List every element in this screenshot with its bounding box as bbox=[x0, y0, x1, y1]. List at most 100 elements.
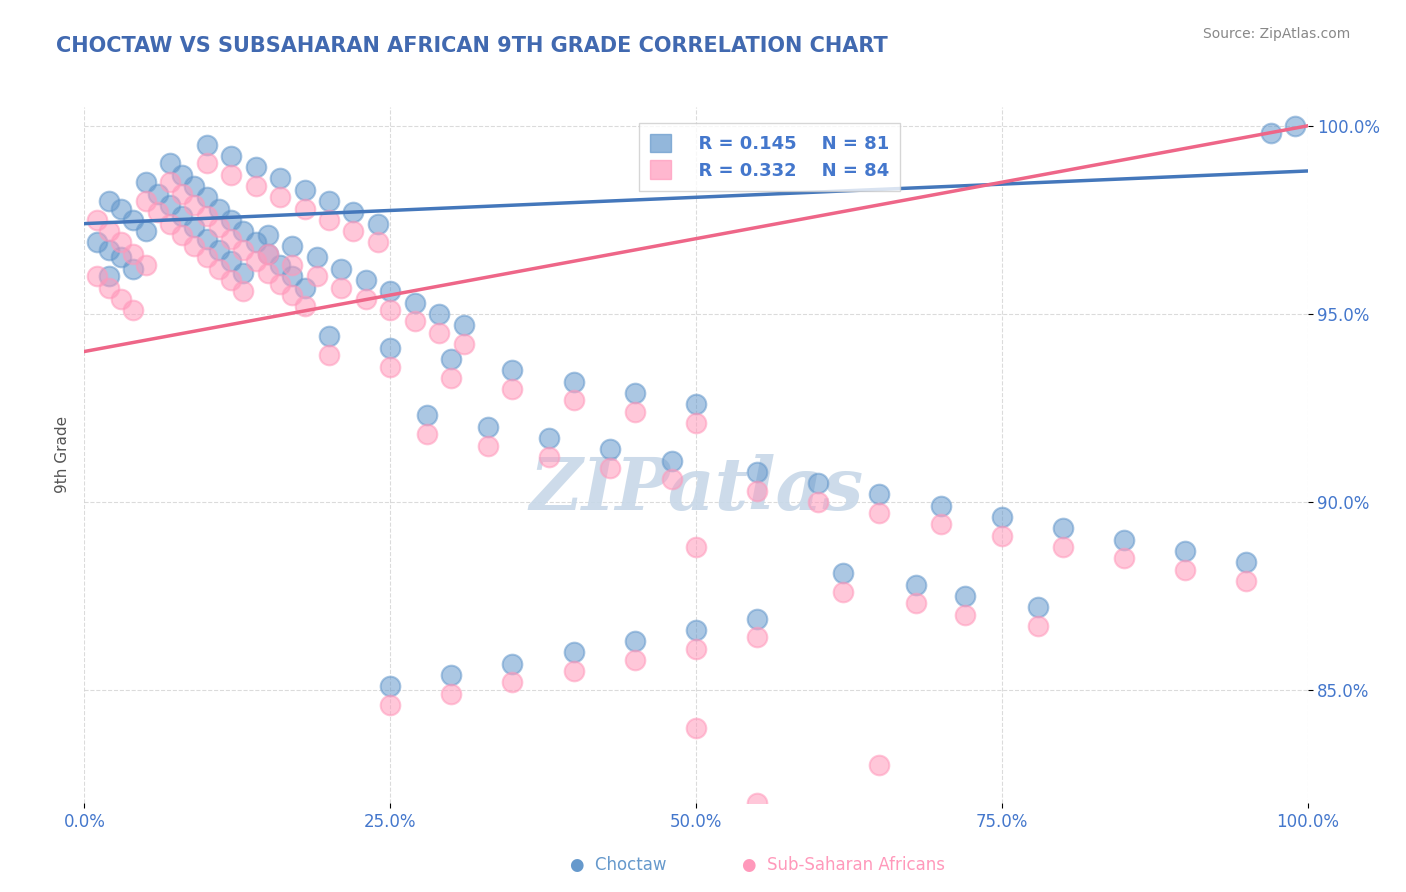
Sub-Saharan Africans bbox=[354, 292, 377, 306]
Sub-Saharan Africans bbox=[294, 299, 316, 313]
Sub-Saharan Africans bbox=[294, 202, 316, 216]
Sub-Saharan Africans bbox=[183, 239, 205, 253]
Sub-Saharan Africans bbox=[219, 273, 242, 287]
Choctaw bbox=[294, 183, 316, 197]
Sub-Saharan Africans bbox=[747, 483, 769, 498]
Text: ●  Choctaw: ● Choctaw bbox=[571, 856, 666, 874]
Text: CHOCTAW VS SUBSAHARAN AFRICAN 9TH GRADE CORRELATION CHART: CHOCTAW VS SUBSAHARAN AFRICAN 9TH GRADE … bbox=[56, 36, 889, 55]
Choctaw bbox=[97, 269, 120, 284]
Choctaw bbox=[905, 577, 928, 591]
Choctaw bbox=[257, 227, 280, 242]
Choctaw bbox=[380, 679, 402, 693]
Sub-Saharan Africans bbox=[953, 607, 976, 622]
Choctaw bbox=[135, 224, 157, 238]
Choctaw bbox=[97, 194, 120, 208]
Sub-Saharan Africans bbox=[380, 303, 402, 318]
Sub-Saharan Africans bbox=[183, 198, 205, 212]
Choctaw bbox=[219, 254, 242, 268]
Sub-Saharan Africans bbox=[342, 224, 364, 238]
Sub-Saharan Africans bbox=[831, 585, 853, 599]
Choctaw bbox=[685, 623, 707, 637]
Sub-Saharan Africans bbox=[281, 258, 304, 272]
Choctaw bbox=[1174, 544, 1197, 558]
Sub-Saharan Africans bbox=[562, 393, 585, 408]
Choctaw bbox=[172, 168, 194, 182]
Choctaw bbox=[342, 205, 364, 219]
Text: ZIPatlas: ZIPatlas bbox=[529, 454, 863, 525]
Sub-Saharan Africans bbox=[869, 506, 891, 520]
Sub-Saharan Africans bbox=[1028, 619, 1050, 633]
Sub-Saharan Africans bbox=[219, 168, 242, 182]
Y-axis label: 9th Grade: 9th Grade bbox=[55, 417, 70, 493]
Choctaw bbox=[404, 295, 426, 310]
Choctaw bbox=[416, 409, 439, 423]
Choctaw bbox=[110, 202, 132, 216]
Choctaw bbox=[1028, 600, 1050, 615]
Choctaw bbox=[159, 156, 181, 170]
Sub-Saharan Africans bbox=[624, 653, 647, 667]
Choctaw bbox=[807, 476, 830, 491]
Choctaw bbox=[661, 453, 683, 467]
Sub-Saharan Africans bbox=[807, 833, 830, 847]
Sub-Saharan Africans bbox=[257, 246, 280, 260]
Choctaw bbox=[305, 251, 328, 265]
Sub-Saharan Africans bbox=[135, 258, 157, 272]
Sub-Saharan Africans bbox=[562, 664, 585, 678]
Sub-Saharan Africans bbox=[172, 227, 194, 242]
Sub-Saharan Africans bbox=[318, 348, 340, 362]
Sub-Saharan Africans bbox=[1052, 540, 1074, 554]
Choctaw bbox=[172, 209, 194, 223]
Sub-Saharan Africans bbox=[685, 641, 707, 656]
Choctaw bbox=[159, 198, 181, 212]
Choctaw bbox=[195, 232, 218, 246]
Sub-Saharan Africans bbox=[807, 495, 830, 509]
Sub-Saharan Africans bbox=[257, 266, 280, 280]
Choctaw bbox=[869, 487, 891, 501]
Sub-Saharan Africans bbox=[453, 337, 475, 351]
Sub-Saharan Africans bbox=[318, 212, 340, 227]
Choctaw bbox=[86, 235, 108, 250]
Choctaw bbox=[245, 235, 267, 250]
Choctaw bbox=[257, 246, 280, 260]
Sub-Saharan Africans bbox=[135, 194, 157, 208]
Sub-Saharan Africans bbox=[929, 517, 952, 532]
Sub-Saharan Africans bbox=[269, 277, 291, 291]
Choctaw bbox=[440, 351, 463, 366]
Choctaw bbox=[354, 273, 377, 287]
Sub-Saharan Africans bbox=[245, 179, 267, 194]
Text: ●  Sub-Saharan Africans: ● Sub-Saharan Africans bbox=[742, 856, 945, 874]
Sub-Saharan Africans bbox=[195, 209, 218, 223]
Choctaw bbox=[953, 589, 976, 603]
Sub-Saharan Africans bbox=[146, 205, 169, 219]
Sub-Saharan Africans bbox=[195, 251, 218, 265]
Sub-Saharan Africans bbox=[624, 405, 647, 419]
Sub-Saharan Africans bbox=[232, 243, 254, 257]
Choctaw bbox=[538, 431, 561, 445]
Choctaw bbox=[122, 261, 145, 276]
Sub-Saharan Africans bbox=[661, 472, 683, 486]
Sub-Saharan Africans bbox=[245, 254, 267, 268]
Sub-Saharan Africans bbox=[172, 186, 194, 201]
Sub-Saharan Africans bbox=[208, 220, 231, 235]
Choctaw bbox=[269, 258, 291, 272]
Choctaw bbox=[1052, 521, 1074, 535]
Choctaw bbox=[208, 202, 231, 216]
Choctaw bbox=[269, 171, 291, 186]
Choctaw bbox=[747, 465, 769, 479]
Sub-Saharan Africans bbox=[905, 597, 928, 611]
Choctaw bbox=[990, 510, 1012, 524]
Choctaw bbox=[294, 280, 316, 294]
Choctaw bbox=[501, 363, 523, 377]
Choctaw bbox=[624, 385, 647, 400]
Choctaw bbox=[122, 212, 145, 227]
Sub-Saharan Africans bbox=[1234, 574, 1257, 588]
Sub-Saharan Africans bbox=[1114, 551, 1136, 566]
Sub-Saharan Africans bbox=[367, 235, 389, 250]
Sub-Saharan Africans bbox=[380, 698, 402, 712]
Choctaw bbox=[929, 499, 952, 513]
Choctaw bbox=[624, 634, 647, 648]
Sub-Saharan Africans bbox=[97, 280, 120, 294]
Choctaw bbox=[219, 212, 242, 227]
Choctaw bbox=[1234, 555, 1257, 569]
Sub-Saharan Africans bbox=[869, 758, 891, 772]
